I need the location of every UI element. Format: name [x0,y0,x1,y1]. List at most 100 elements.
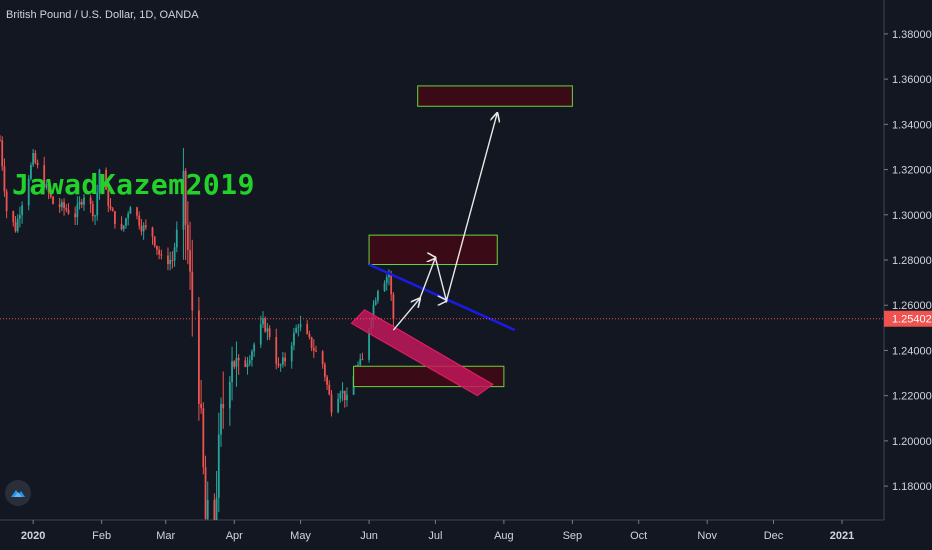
candle-body [83,197,85,205]
candle-body [21,205,23,216]
candle-body [321,351,324,365]
time-tick-label: Mar [156,530,175,542]
candle-body [114,211,116,224]
candle-body [30,164,32,179]
candle-body [184,170,187,225]
tradingview-logo-icon[interactable] [5,480,31,506]
time-tick-label: 2020 [21,530,45,542]
candle-body [182,170,185,230]
time-tick-label: Aug [494,530,514,542]
candle-body [204,467,207,519]
bearish-channel [350,309,494,397]
price-tick-label: 1.38000 [892,29,932,41]
candle-body [341,390,344,394]
time-tick-label: Nov [697,530,717,542]
price-tick-label: 1.28000 [892,255,932,267]
candle-body [290,345,293,362]
candle-body [275,337,278,364]
candle-body [237,358,240,361]
candle-body [67,209,70,214]
candle-body [343,390,346,401]
time-tick-label: 2021 [830,530,854,542]
current-price-badge [884,310,932,327]
resistance-zone [368,234,498,266]
candle-body [293,332,295,346]
candle-body [385,277,388,284]
candle-body [244,360,247,368]
candle-body [202,408,205,468]
candle-body [127,213,130,219]
candle-body [228,382,231,409]
candle-body [390,273,393,295]
candle-body [281,357,284,365]
candle-body [299,324,302,328]
candle-body [368,328,370,360]
candle-body [136,207,138,216]
candle-body [392,294,395,320]
candle-body [120,223,123,230]
candle-body [246,363,249,368]
candle-body [158,249,161,255]
candle-body [45,184,48,188]
time-tick-label: Dec [764,530,784,542]
candle-body [12,211,15,223]
target-zone [417,85,573,107]
candle-body [326,376,328,385]
candle-body [156,245,158,250]
candle-body [215,497,218,520]
candle-body [49,192,52,197]
time-tick-label: Oct [630,530,647,542]
candle-body [206,500,209,519]
candle-body [262,318,264,325]
candle-body [107,189,110,206]
candle-body [80,201,83,205]
candle-body [109,205,112,209]
candle-body [295,328,298,333]
candle-body [388,273,390,278]
candle-body [200,403,203,409]
candle-body [16,218,19,232]
author-watermark: JawadKazem2019 [12,168,256,201]
candle-body [213,500,216,520]
candle-body [251,351,253,361]
candle-body [306,324,309,334]
candle-body [52,196,54,205]
candle-body [220,403,222,435]
candle-body [36,162,39,166]
candle-body [91,204,94,217]
candle-body [153,236,156,246]
candle-body [63,202,65,209]
candle-body [34,152,37,163]
candle-body [253,344,256,352]
candle-body [43,165,46,188]
candle-body [94,215,96,217]
candle-body [186,224,189,251]
candle-body [374,300,377,305]
projection-arrow [419,113,497,301]
candle-body [328,384,331,395]
candle-body [310,337,313,348]
candle-body [217,434,220,498]
candle-body [173,247,176,261]
candle-body [346,394,348,401]
candle-body [383,283,386,291]
candle-body [266,328,269,332]
candle-body [74,213,77,218]
price-tick-label: 1.24000 [892,345,932,357]
candle-body [122,225,125,230]
candle-body [78,201,81,205]
time-tick-label: May [290,530,311,542]
candle-body [58,204,61,208]
price-tick-label: 1.32000 [892,165,932,177]
candle-body [308,333,311,338]
candle-body [111,208,114,212]
candle-body [279,364,282,366]
time-tick-label: Jun [360,530,378,542]
candle-body [18,215,21,219]
candle-body [312,347,315,351]
chart-title: British Pound / U.S. Dollar, 1D, OANDA [6,9,199,21]
candle-body [277,363,280,366]
candle-body [96,192,99,216]
price-tick-label: 1.34000 [892,119,932,131]
